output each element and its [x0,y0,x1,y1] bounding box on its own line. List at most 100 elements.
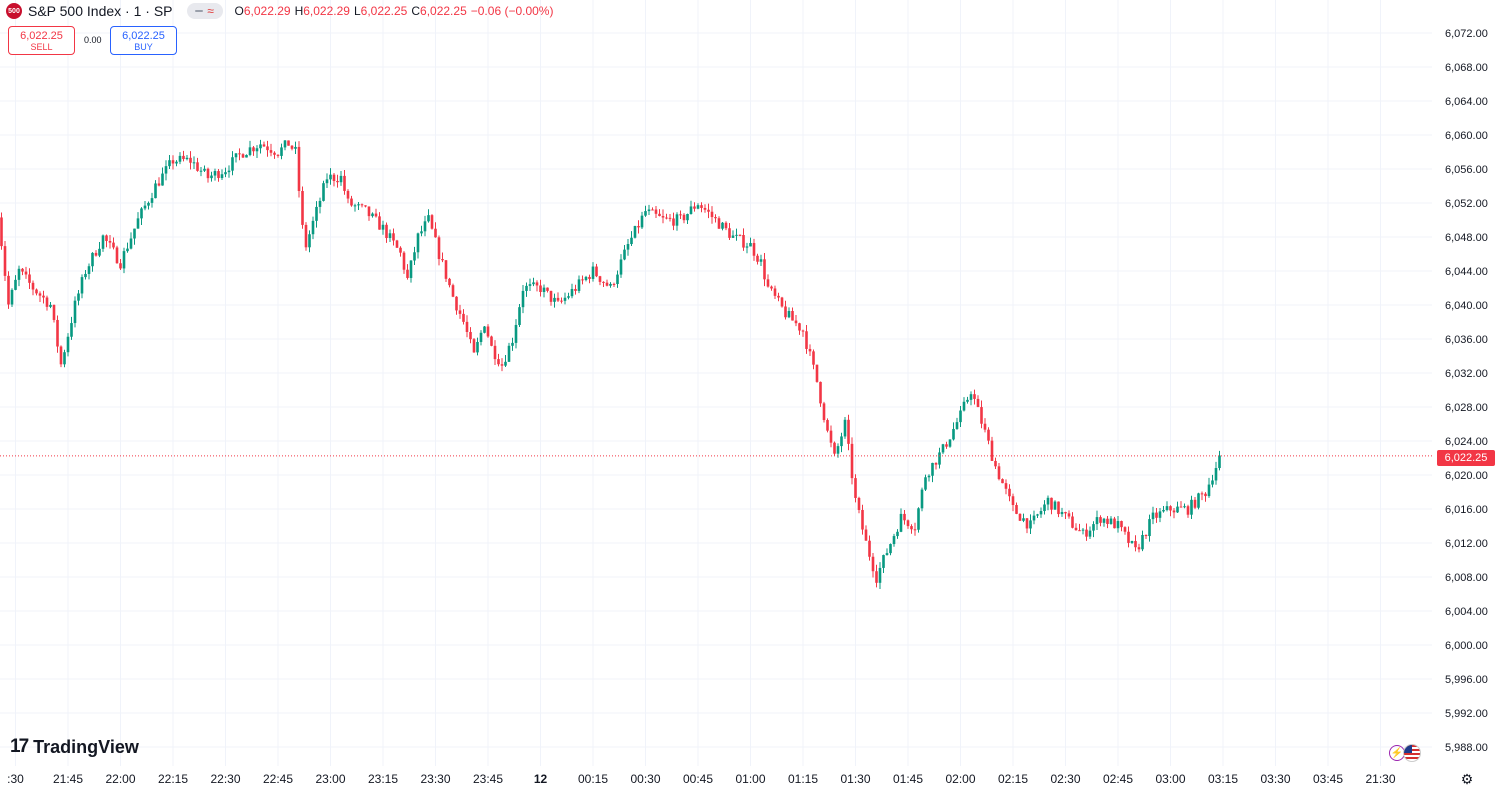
candle-body [133,228,136,239]
price-axis[interactable]: 5,988.00 5,992.00 5,996.00 6,000.00 6,004.00… [1445,28,1488,754]
candle-body [171,160,175,164]
candle-body [591,266,595,279]
candle-body [563,297,567,301]
x-tick-label: 00:15 [578,772,608,786]
sell-label: SELL [30,41,53,52]
low-label: L [353,4,361,18]
x-tick-label: 23:15 [368,772,398,786]
candle-body [122,251,126,269]
buy-button[interactable]: 6,022.25 BUY [110,26,177,55]
settings-icon[interactable]: ⚙ [1460,771,1474,787]
candle-body [511,342,514,346]
candle-body [434,228,437,238]
candle-body [780,297,784,307]
y-tick-label: 6,020.00 [1445,470,1488,482]
y-tick-label: 6,064.00 [1445,96,1488,108]
candle-body [696,205,700,209]
candle-body [959,410,962,423]
candle-body [731,235,735,238]
candle-body [507,345,511,362]
symbol-title[interactable]: S&P 500 Index · 1 · SP [28,3,173,19]
candle-body [595,266,598,277]
x-tick-label: 23:30 [420,772,450,786]
candle-body [353,205,357,207]
candle-body [126,248,129,252]
candle-body [581,279,584,281]
market-status-pill[interactable]: ≈ [186,3,223,19]
candles [0,139,1221,590]
candle-body [850,443,854,479]
candle-body [1092,524,1095,531]
candle-body [763,259,766,280]
candle-body [45,297,49,307]
candle-body [413,252,416,261]
candle-body [402,252,406,270]
candle-body [213,171,217,176]
x-tick-label: 03:15 [1208,772,1238,786]
candle-body [892,536,896,545]
candle-body [42,295,45,298]
x-tick-label: 21:30 [1365,772,1395,786]
candle-body [878,567,882,583]
candle-body [700,205,703,208]
candle-body [955,422,959,429]
candle-body [336,180,339,183]
candle-body [283,140,287,148]
x-tick-label: 02:15 [998,772,1028,786]
tradingview-logo[interactable]: 17 TradingView [10,736,139,758]
candle-body [829,430,833,443]
x-tick-label: 02:00 [945,772,975,786]
x-tick-label: 23:00 [315,772,345,786]
candle-body [157,183,161,186]
candle-body [1179,506,1183,508]
sell-button[interactable]: 6,022.25 SELL [8,26,75,55]
candle-body [1162,509,1165,512]
y-tick-label: 6,048.00 [1445,232,1488,244]
us-flag-icon[interactable] [1403,744,1421,762]
candle-body [147,202,150,206]
candle-body [871,556,875,572]
candle-body [392,233,395,241]
time-axis[interactable]: :30 21:45 22:00 22:15 22:30 22:45 23:00 23:15 23… [7,772,1396,786]
candle-body [1183,506,1186,508]
candle-body [675,214,679,226]
candle-body [276,154,280,156]
x-tick-label: 03:30 [1260,772,1290,786]
candle-body [322,183,325,201]
spread-value: 0.00 [84,35,102,45]
candle-body [178,155,182,162]
candle-body [1102,518,1106,523]
x-tick-label: 22:45 [263,772,293,786]
candle-body [913,529,917,531]
candle-body [1204,493,1207,497]
candle-body [1029,520,1032,529]
y-tick-label: 6,068.00 [1445,62,1488,74]
candle-body [672,218,675,226]
x-tick-label: 01:45 [893,772,923,786]
candle-body [1148,519,1151,537]
candle-body [903,513,906,521]
candle-body [906,520,910,527]
candle-body [66,336,70,353]
candle-body [206,168,210,179]
candle-body [567,296,570,298]
candle-body [259,144,262,149]
candle-body [318,200,322,207]
x-tick-label: 02:30 [1050,772,1080,786]
y-tick-label: 6,040.00 [1445,300,1488,312]
candle-body [1127,531,1130,543]
candle-body [756,255,759,262]
candle-body [1043,504,1046,512]
high-value: 6,022.29 [303,4,350,18]
candle-body [994,460,997,467]
candle-body [619,259,623,275]
y-tick-label: 6,028.00 [1445,402,1488,414]
candle-body [105,235,108,241]
candle-body [136,218,140,229]
candle-body [1050,497,1053,510]
candle-body [329,174,332,180]
candle-body [381,224,385,230]
symbol-logo[interactable]: 500 [6,3,22,19]
candle-body [399,247,402,253]
